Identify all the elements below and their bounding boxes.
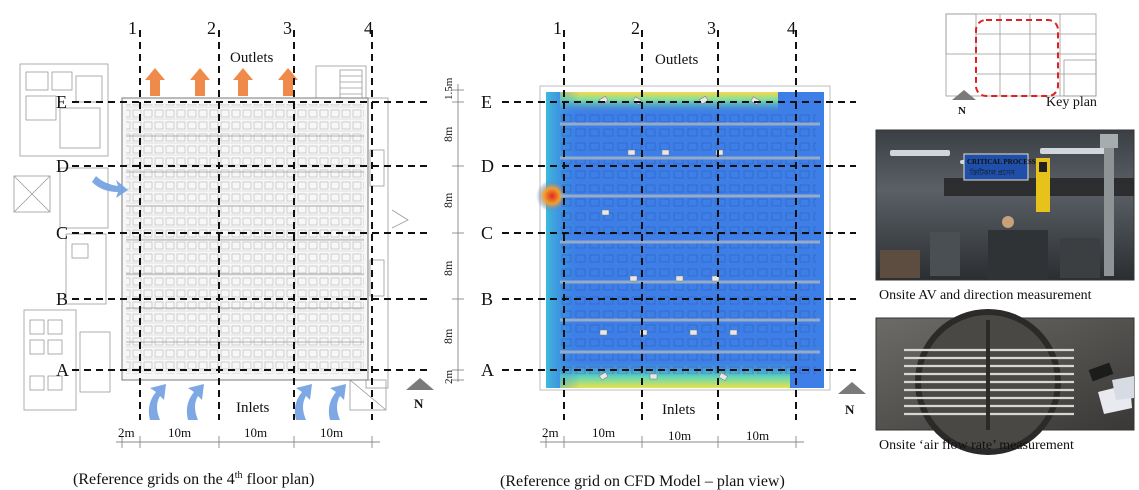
bottom-dimension: 10m (592, 425, 615, 440)
grid-col-label: 1 (128, 18, 137, 38)
grid-col-label: 4 (364, 18, 373, 38)
photo-av-measurement: CRITICAL PROCESS ক্রিটিকাল প্রসেস (875, 129, 1135, 281)
grid-row-label: C (56, 223, 68, 243)
grid-row-label: A (481, 360, 494, 380)
north-arrow-icon: N (406, 378, 434, 411)
inlets-label: Inlets (236, 400, 269, 416)
floor-plan-desk-rows (126, 104, 364, 374)
bottom-dimension: 2m (118, 425, 135, 440)
side-dimension: 2m (443, 370, 455, 385)
cfd-caption: (Reference grid on CFD Model – plan view… (500, 473, 785, 490)
side-dimension: 1.5m (443, 77, 455, 100)
sign-text-bengali: ক্রিটিকাল প্রসেস (969, 168, 1015, 177)
outlets-label: Outlets (655, 52, 698, 68)
floor-plan-grid-lines (72, 30, 432, 420)
inlet-arrows (92, 176, 346, 420)
key-plan: N Key plan (945, 13, 1097, 117)
cfd-outline (539, 85, 831, 391)
photo2-caption: Onsite ‘air flow rate’ measurement (879, 438, 1074, 453)
side-dimension-line (452, 84, 464, 382)
side-dimension: 8m (441, 260, 455, 276)
bottom-dimension: 10m (668, 428, 691, 443)
floor-plan-caption-prefix: (Reference grids on the 4 (73, 471, 235, 488)
north-arrow-icon: N (952, 90, 976, 117)
grid-row-label: C (481, 223, 493, 243)
cfd-model-panel: 1 2 3 4 E D C B A Outlets Inlets 2m 10m … (481, 18, 866, 448)
grid-col-label: 3 (283, 18, 292, 38)
inlets-label: Inlets (662, 402, 695, 418)
cfd-grid-lines (502, 30, 856, 420)
cfd-machine-rows (560, 122, 820, 354)
floor-plan-caption-sup: th (235, 470, 243, 481)
side-dimension: 8m (441, 328, 455, 344)
outlet-arrows (145, 68, 298, 96)
outlets-label: Outlets (230, 50, 273, 66)
sign-text: CRITICAL PROCESS (967, 158, 1036, 166)
key-plan-label: Key plan (1046, 95, 1097, 110)
north-arrow-icon: N (838, 382, 866, 417)
grid-row-label: B (481, 289, 493, 309)
north-label: N (958, 105, 966, 117)
floor-plan-panel: 1 2 3 4 E D C B A Outlets Inlets 1.5m 8m… (13, 18, 464, 448)
north-label: N (845, 402, 855, 417)
bottom-dimension: 10m (168, 425, 191, 440)
photo1-caption: Onsite AV and direction measurement (879, 288, 1092, 303)
grid-col-label: 4 (787, 18, 796, 38)
bottom-dimension: 10m (746, 428, 769, 443)
grid-row-label: E (481, 92, 492, 112)
cfd-bottom-dimension-line (540, 436, 804, 448)
bottom-dimension: 10m (244, 425, 267, 440)
grid-col-label: 2 (631, 18, 640, 38)
side-dimension: 8m (441, 126, 455, 142)
cfd-fans (599, 95, 760, 381)
key-plan-highlight (975, 19, 1059, 97)
grid-row-label: D (481, 156, 494, 176)
grid-row-label: A (56, 360, 69, 380)
grid-col-label: 2 (207, 18, 216, 38)
bottom-dimension: 10m (320, 425, 343, 440)
grid-row-label: B (56, 289, 68, 309)
grid-col-label: 1 (553, 18, 562, 38)
bottom-dimension: 2m (542, 425, 559, 440)
grid-col-label: 3 (707, 18, 716, 38)
floor-plan-aisles (126, 135, 364, 343)
grid-row-label: D (56, 156, 69, 176)
cfd-field-top (560, 92, 778, 114)
bottom-dimension-line (116, 436, 380, 448)
floor-plan-caption-suffix: floor plan) (243, 471, 315, 488)
floor-plan-caption: (Reference grids on the 4th floor plan) (73, 470, 314, 488)
north-label: N (414, 396, 424, 411)
grid-row-label: E (56, 92, 67, 112)
side-dimension: 8m (441, 192, 455, 208)
photo-airflow-measurement (875, 309, 1135, 455)
